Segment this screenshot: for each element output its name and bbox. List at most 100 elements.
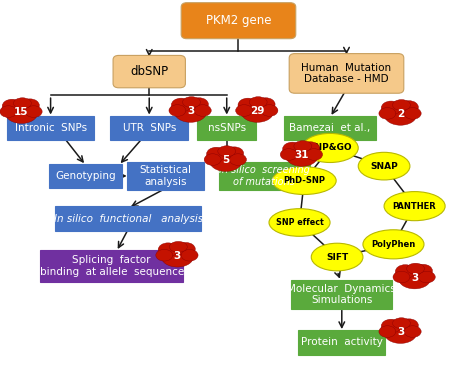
Ellipse shape	[218, 146, 236, 157]
Ellipse shape	[286, 146, 318, 166]
Text: 2: 2	[397, 109, 404, 119]
Ellipse shape	[210, 151, 242, 172]
Text: Human  Mutation
Database - HMD: Human Mutation Database - HMD	[301, 63, 392, 84]
Ellipse shape	[174, 102, 207, 122]
Ellipse shape	[158, 243, 178, 257]
Text: PhD-SNP: PhD-SNP	[283, 176, 325, 185]
FancyBboxPatch shape	[289, 54, 404, 93]
Ellipse shape	[238, 98, 258, 112]
FancyBboxPatch shape	[49, 164, 122, 188]
Text: Splicing  factor
binding  at allele  sequence: Splicing factor binding at allele sequen…	[39, 255, 184, 277]
Ellipse shape	[269, 209, 330, 236]
Ellipse shape	[306, 149, 322, 160]
Ellipse shape	[182, 97, 201, 108]
Ellipse shape	[379, 326, 396, 337]
Ellipse shape	[169, 241, 187, 252]
FancyBboxPatch shape	[284, 116, 376, 140]
FancyBboxPatch shape	[113, 55, 185, 88]
Ellipse shape	[392, 318, 410, 329]
FancyBboxPatch shape	[298, 330, 385, 355]
Text: 3: 3	[174, 251, 181, 261]
Text: SIFT: SIFT	[326, 253, 348, 262]
Ellipse shape	[381, 319, 401, 333]
Ellipse shape	[0, 106, 17, 118]
Ellipse shape	[169, 105, 186, 116]
FancyBboxPatch shape	[127, 162, 204, 190]
Text: PKM2 gene: PKM2 gene	[206, 14, 271, 27]
Ellipse shape	[241, 102, 273, 122]
Ellipse shape	[236, 105, 253, 116]
Ellipse shape	[176, 242, 195, 255]
Ellipse shape	[358, 152, 410, 180]
Ellipse shape	[395, 265, 415, 278]
Ellipse shape	[404, 326, 421, 337]
Text: 5: 5	[222, 155, 229, 165]
FancyBboxPatch shape	[292, 280, 392, 310]
FancyBboxPatch shape	[181, 3, 296, 39]
Text: SNP&GO: SNP&GO	[308, 143, 352, 153]
Ellipse shape	[6, 103, 37, 123]
Ellipse shape	[407, 263, 424, 274]
Ellipse shape	[301, 142, 320, 155]
Ellipse shape	[379, 108, 396, 119]
Ellipse shape	[225, 147, 244, 160]
Ellipse shape	[190, 98, 209, 111]
Ellipse shape	[25, 106, 42, 118]
Text: 31: 31	[295, 150, 309, 160]
Ellipse shape	[363, 230, 424, 259]
Ellipse shape	[302, 134, 358, 162]
Ellipse shape	[399, 269, 430, 289]
Text: 3: 3	[397, 327, 404, 337]
Ellipse shape	[229, 154, 246, 165]
Text: PolyPhen: PolyPhen	[371, 240, 416, 249]
Text: dbSNP: dbSNP	[130, 65, 168, 78]
Ellipse shape	[249, 97, 267, 108]
FancyBboxPatch shape	[7, 116, 94, 140]
FancyBboxPatch shape	[55, 207, 201, 231]
Ellipse shape	[294, 141, 312, 151]
FancyBboxPatch shape	[110, 116, 188, 140]
Ellipse shape	[2, 99, 22, 113]
FancyBboxPatch shape	[197, 116, 256, 140]
Ellipse shape	[400, 319, 419, 332]
Text: SNAP: SNAP	[370, 162, 398, 171]
Ellipse shape	[400, 101, 419, 114]
Text: PANTHER: PANTHER	[393, 201, 437, 211]
Ellipse shape	[280, 149, 297, 160]
Text: In silico  screening
of mutations: In silico screening of mutations	[219, 165, 310, 187]
Ellipse shape	[381, 101, 401, 115]
Text: 3: 3	[411, 273, 418, 283]
Text: In silico  functional   analysis: In silico functional analysis	[54, 214, 203, 224]
Ellipse shape	[256, 98, 275, 111]
Text: 3: 3	[187, 106, 194, 116]
Ellipse shape	[392, 100, 410, 111]
Text: 29: 29	[250, 106, 264, 116]
Ellipse shape	[384, 105, 417, 125]
Text: 15: 15	[14, 107, 29, 117]
Text: Statistical
analysis: Statistical analysis	[140, 165, 191, 187]
Text: SNP effect: SNP effect	[276, 218, 323, 227]
Ellipse shape	[194, 105, 211, 116]
Text: Bamezai  et al.,: Bamezai et al.,	[290, 123, 371, 133]
Ellipse shape	[204, 154, 221, 165]
FancyBboxPatch shape	[40, 250, 183, 283]
Ellipse shape	[384, 323, 417, 343]
Ellipse shape	[261, 105, 278, 116]
Text: Protein  activity: Protein activity	[301, 338, 383, 347]
Ellipse shape	[393, 271, 410, 283]
FancyBboxPatch shape	[219, 162, 310, 190]
Ellipse shape	[384, 192, 445, 221]
Ellipse shape	[181, 249, 198, 261]
Ellipse shape	[283, 142, 302, 156]
Text: Intronic  SNPs: Intronic SNPs	[15, 123, 87, 133]
Ellipse shape	[404, 108, 421, 119]
Ellipse shape	[414, 264, 432, 277]
Text: Molecular  Dynamics
Simulations: Molecular Dynamics Simulations	[287, 284, 396, 305]
Ellipse shape	[272, 167, 336, 195]
Ellipse shape	[162, 247, 193, 267]
Text: nsSNPs: nsSNPs	[208, 123, 246, 133]
Text: UTR  SNPs: UTR SNPs	[123, 123, 176, 133]
Ellipse shape	[20, 99, 39, 112]
Ellipse shape	[13, 98, 31, 109]
Ellipse shape	[207, 147, 226, 161]
